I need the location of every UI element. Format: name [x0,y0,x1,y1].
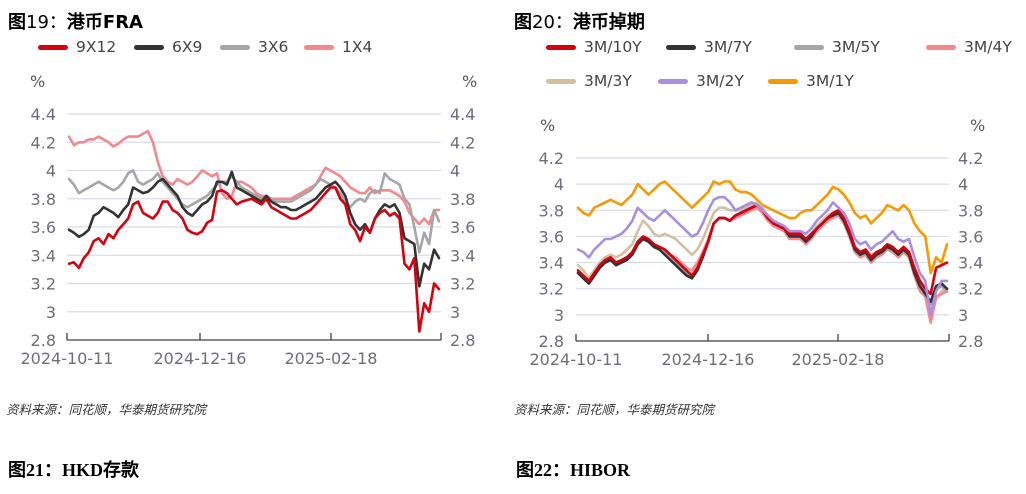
legend-item: 6X9 [134,38,202,56]
legend-label: 3M/2Y [696,72,744,90]
x-tick-label: 2024-10-11 [530,350,623,369]
legend-item: 3M/10Y [546,38,642,56]
legend-label: 3M/4Y [964,38,1012,56]
y-tick-right: 2.8 [450,331,475,350]
y-tick-right: 3.4 [958,254,983,273]
y-tick-right: 4.2 [450,133,475,152]
y-tick-right: 2.8 [958,332,983,351]
legend-label: 1X4 [342,38,373,56]
y-axis-unit-right: % [462,72,478,91]
legend-item: 1X4 [304,38,372,56]
legend-swatch-icon [38,44,68,50]
y-tick-right: 3.8 [450,190,475,209]
legend-label: 9X12 [76,38,117,56]
y-tick-left: 3.6 [539,227,564,246]
legend-swatch-icon [768,78,798,84]
source-note: 资料来源：同花顺，华泰期货研究院 [514,402,715,417]
legend-swatch-icon [546,44,576,50]
series-line-3m-1y [576,180,949,275]
x-tick-label: 2025-02-18 [792,350,885,369]
x-tick-label: 2024-12-16 [154,349,247,368]
y-tick-left: 4.2 [539,149,564,168]
y-tick-left: 4.2 [31,133,56,152]
y-tick-right: 3.2 [450,275,475,294]
y-tick-left: 3.8 [539,201,564,220]
legend-item: 3M/2Y [658,72,744,90]
series-line-3m-2y [576,195,949,317]
legend-item: 3M/4Y [926,38,1012,56]
chart-title: 图19：港币FRA [8,12,143,33]
x-tick-label: 2025-02-18 [285,349,378,368]
legend-swatch-icon [304,44,334,50]
x-tick-label: 2024-10-11 [21,349,114,368]
legend-item: 3M/7Y [666,38,752,56]
legend-swatch-icon [658,78,688,84]
legend-swatch-icon [666,44,696,50]
y-tick-left: 4.4 [31,105,56,124]
y-axis-unit-left: % [30,72,46,91]
legend-item: 3M/1Y [768,72,854,90]
legend-swatch-icon [794,44,824,50]
y-tick-left: 4 [46,162,56,181]
y-tick-right: 3 [450,303,460,322]
legend-swatch-icon [134,44,164,50]
source-note: 资料来源：同花顺，华泰期货研究院 [6,402,207,417]
series-line-9x12 [67,186,441,333]
y-tick-right: 4.2 [958,149,983,168]
swap-line-chart: 4.2 4.2 4 4 3.8 3.8 3.6 3.6 3.4 3.4 3.2 3.2 3 3 2.8 2.8… [530,149,984,369]
series-line-3x6 [67,169,441,254]
y-tick-left: 2.8 [31,331,56,350]
legend-label: 3M/7Y [704,38,752,56]
legend-label: 3M/10Y [584,38,642,56]
y-tick-left: 3.4 [539,254,564,273]
y-tick-right: 4 [958,175,968,194]
y-axis-unit-left: % [540,116,556,135]
legend-item: 3X6 [220,38,288,56]
y-tick-left: 2.8 [539,332,564,351]
y-tick-right: 3.8 [958,201,983,220]
y-tick-left: 3.6 [31,218,56,237]
legend-swatch-icon [926,44,956,50]
series-line-3m-4y [576,206,949,325]
y-tick-right: 3 [958,306,968,325]
y-tick-left: 3 [554,306,564,325]
chart-title: 图20：港币掉期 [514,12,645,33]
legend-swatch-icon [546,78,576,84]
chart-title-hibor: 图22：HIBOR [516,460,631,480]
y-tick-right: 3.6 [958,227,983,246]
y-tick-right: 4.4 [450,105,475,124]
y-tick-left: 4 [554,175,564,194]
legend-swatch-icon [220,44,250,50]
legend-label: 6X9 [172,38,203,56]
y-tick-right: 3.6 [450,218,475,237]
y-tick-left: 3.4 [31,246,56,265]
legend-item: 3M/5Y [794,38,880,56]
y-tick-right: 3.4 [450,246,475,265]
y-axis-unit-right: % [970,116,986,135]
legend-item: 9X12 [38,38,116,56]
legend-label: 3M/1Y [806,72,854,90]
y-tick-left: 3.2 [539,280,564,299]
y-tick-left: 3 [46,303,56,322]
legend-label: 3M/5Y [832,38,880,56]
y-tick-left: 3.2 [31,275,56,294]
y-tick-left: 3.8 [31,190,56,209]
legend-item: 3M/3Y [546,72,632,90]
y-tick-right: 3.2 [958,280,983,299]
chart-title-hkd-deposit: 图21：HKD存款 [8,460,140,480]
legend-label: 3X6 [258,38,289,56]
fra-line-chart: 4.4 4.4 4.2 4.2 4 4 3.8 3.8 3.6 3.6 3.4 3.4 3.2 3.2 3 3… [21,105,476,368]
y-tick-right: 4 [450,162,460,181]
x-tick-label: 2024-12-16 [662,350,755,369]
legend-label: 3M/3Y [584,72,632,90]
